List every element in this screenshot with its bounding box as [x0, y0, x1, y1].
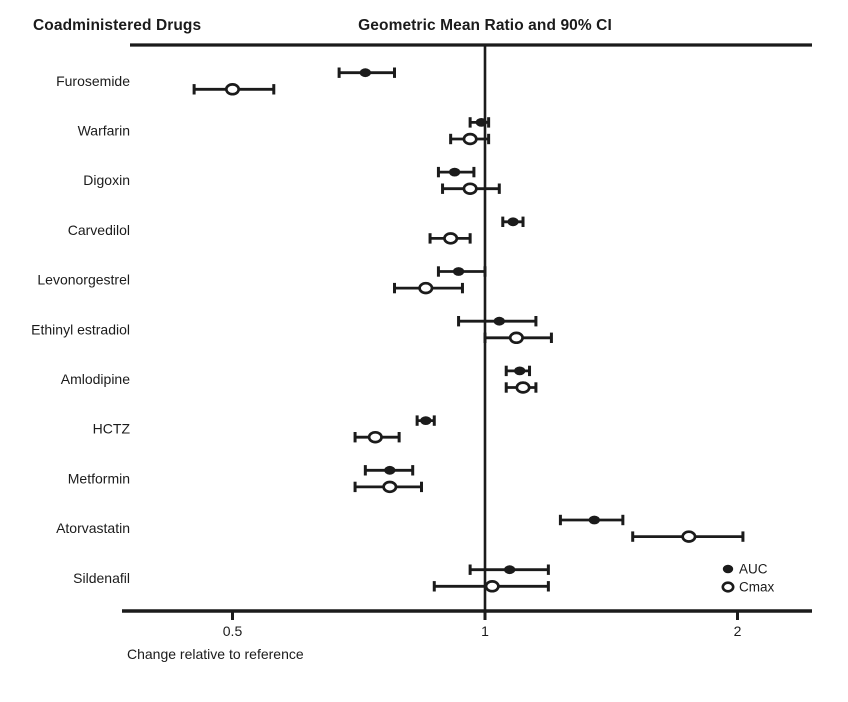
drug-label: Metformin — [68, 470, 130, 486]
auc-estimate — [436, 166, 476, 178]
x-axis-caption: Change relative to reference — [127, 646, 304, 662]
cmax-point-marker — [443, 232, 459, 245]
drug-label: Furosemide — [56, 73, 130, 89]
auc-estimate — [337, 67, 396, 78]
x-axis-tick-label: 0.5 — [223, 623, 243, 639]
cmax-estimate — [483, 331, 553, 345]
cmax-point-marker — [681, 530, 697, 543]
legend-item: AUC — [722, 562, 768, 577]
cmax-point-marker — [484, 580, 500, 593]
drug-label: Levonorgestrel — [37, 272, 130, 288]
legend-label: AUC — [739, 562, 768, 577]
drug-label: Ethinyl estradiol — [31, 321, 130, 337]
auc-point-marker — [475, 118, 487, 127]
auc-point-marker — [493, 316, 505, 326]
drug-label: Sildenafil — [73, 570, 130, 586]
cmax-point-marker — [462, 182, 478, 195]
auc-estimate — [558, 514, 625, 526]
auc-point-marker — [359, 68, 371, 78]
cmax-point-marker — [418, 281, 434, 295]
chart-title: Geometric Mean Ratio and 90% CI — [358, 17, 612, 34]
cmax-estimate — [449, 132, 491, 146]
cmax-estimate — [353, 430, 401, 444]
cmax-estimate — [392, 281, 464, 295]
drug-label: Digoxin — [83, 172, 130, 188]
auc-estimate — [436, 266, 487, 277]
auc-estimate — [501, 216, 525, 227]
auc-estimate — [468, 117, 491, 128]
auc-point-marker — [588, 515, 600, 525]
cmax-point-marker — [515, 381, 531, 394]
cmax-point-marker — [462, 132, 478, 146]
column-header-coadministered-drugs: Coadministered Drugs — [33, 17, 202, 34]
auc-point-marker — [452, 267, 465, 276]
cmax-estimate — [353, 480, 423, 494]
cmax-estimate — [192, 83, 276, 96]
x-axis-tick-label: 1 — [481, 623, 489, 639]
auc-point-marker — [507, 217, 519, 227]
drug-label: Warfarin — [78, 123, 130, 139]
cmax-estimate — [428, 232, 472, 245]
drug-label: Carvedilol — [68, 222, 130, 238]
auc-estimate — [457, 316, 538, 327]
cmax-estimate — [631, 530, 745, 543]
cmax-point-marker — [382, 480, 398, 494]
cmax-point-marker — [224, 83, 241, 96]
legend-cmax-icon — [721, 581, 735, 593]
auc-estimate — [415, 415, 436, 426]
legend-label: Cmax — [739, 580, 775, 595]
auc-estimate — [468, 564, 550, 575]
cmax-point-marker — [367, 430, 383, 444]
auc-point-marker — [504, 565, 516, 575]
auc-point-marker — [514, 366, 526, 376]
cmax-estimate — [432, 580, 550, 593]
auc-estimate — [504, 365, 532, 377]
cmax-estimate — [504, 381, 538, 394]
legend-auc-icon — [722, 564, 734, 574]
drug-label: HCTZ — [93, 421, 131, 437]
x-axis-tick-label: 2 — [734, 623, 742, 639]
cmax-estimate — [441, 182, 501, 195]
auc-point-marker — [420, 416, 432, 425]
drug-label: Amlodipine — [61, 371, 130, 387]
auc-point-marker — [449, 167, 461, 177]
drug-label: Atorvastatin — [56, 520, 130, 536]
cmax-point-marker — [508, 331, 524, 345]
auc-estimate — [363, 465, 415, 476]
auc-point-marker — [384, 465, 396, 475]
legend-item: Cmax — [721, 580, 775, 595]
